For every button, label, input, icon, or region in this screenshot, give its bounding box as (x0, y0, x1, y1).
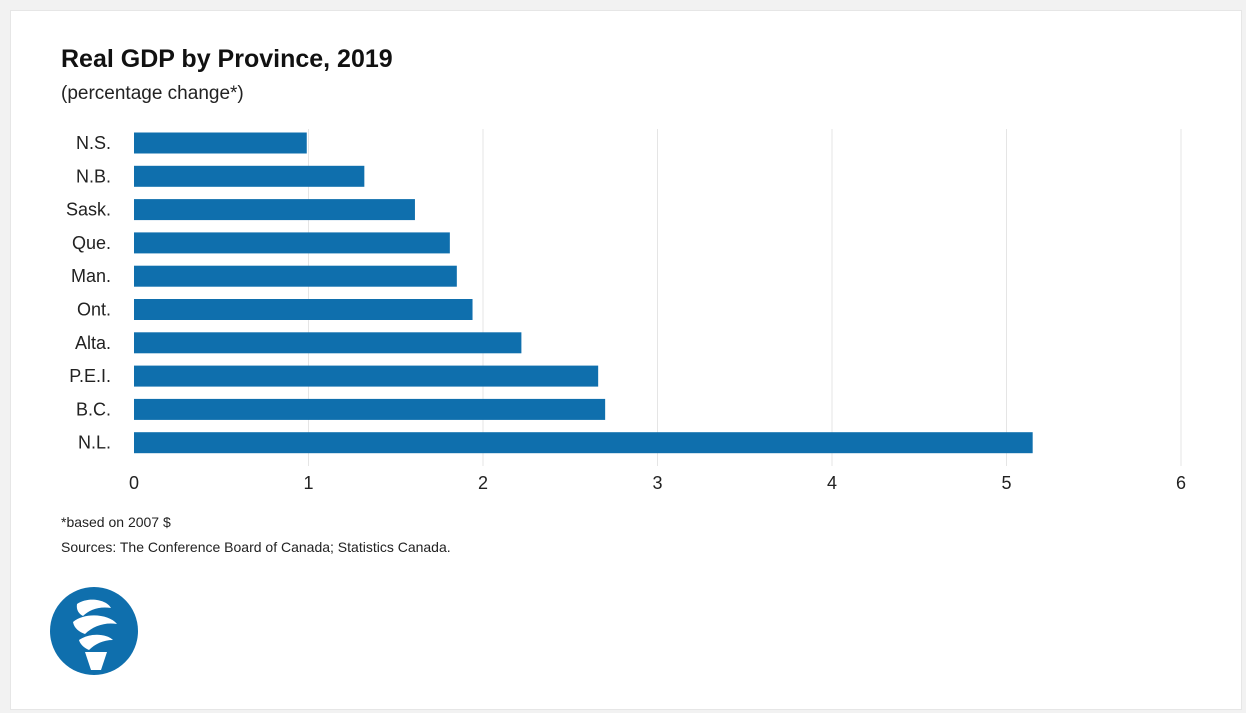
bar (134, 199, 415, 221)
bar (134, 432, 1033, 454)
category-labels: N.S. N.B. Sask. Que. Man. Ont. Alta. P.E.I. B.C.… (66, 133, 111, 453)
x-tick-label: 4 (827, 473, 837, 493)
category-label: P.E.I. (69, 366, 111, 386)
category-label: Alta. (75, 333, 111, 353)
bar (134, 398, 606, 420)
category-label: Sask. (66, 200, 111, 220)
x-tick-label: 1 (303, 473, 313, 493)
bar (134, 365, 599, 387)
x-tick-label: 2 (478, 473, 488, 493)
x-tick-label: 5 (1001, 473, 1011, 493)
x-tick-labels: 0 1 2 3 4 5 6 (129, 473, 1186, 493)
chart-title: Real GDP by Province, 2019 (61, 45, 393, 73)
x-tick-label: 3 (652, 473, 662, 493)
bar (134, 265, 457, 287)
category-label: Que. (72, 233, 111, 253)
bar (134, 299, 473, 320)
footnote: *based on 2007 $ (61, 514, 171, 530)
bar (134, 232, 450, 254)
chart-subtitle: (percentage change*) (61, 83, 244, 104)
category-label: B.C. (76, 399, 111, 419)
bars (134, 132, 1033, 454)
chart-card: Real GDP by Province, 2019 (percentage c… (10, 10, 1242, 710)
sources-note: Sources: The Conference Board of Canada;… (61, 539, 451, 555)
category-label: N.L. (78, 433, 111, 453)
torch-logo-icon (49, 586, 139, 681)
category-label: N.B. (76, 166, 111, 186)
x-tick-label: 6 (1176, 473, 1186, 493)
bar-chart: N.S. N.B. Sask. Que. Man. Ont. Alta. P.E.I. B.C.… (66, 129, 1186, 493)
category-label: Ont. (77, 300, 111, 320)
x-tick-label: 0 (129, 473, 139, 493)
bar (134, 165, 365, 187)
category-label: N.S. (76, 133, 111, 153)
bar (134, 132, 307, 154)
bar (134, 332, 522, 354)
category-label: Man. (71, 266, 111, 286)
